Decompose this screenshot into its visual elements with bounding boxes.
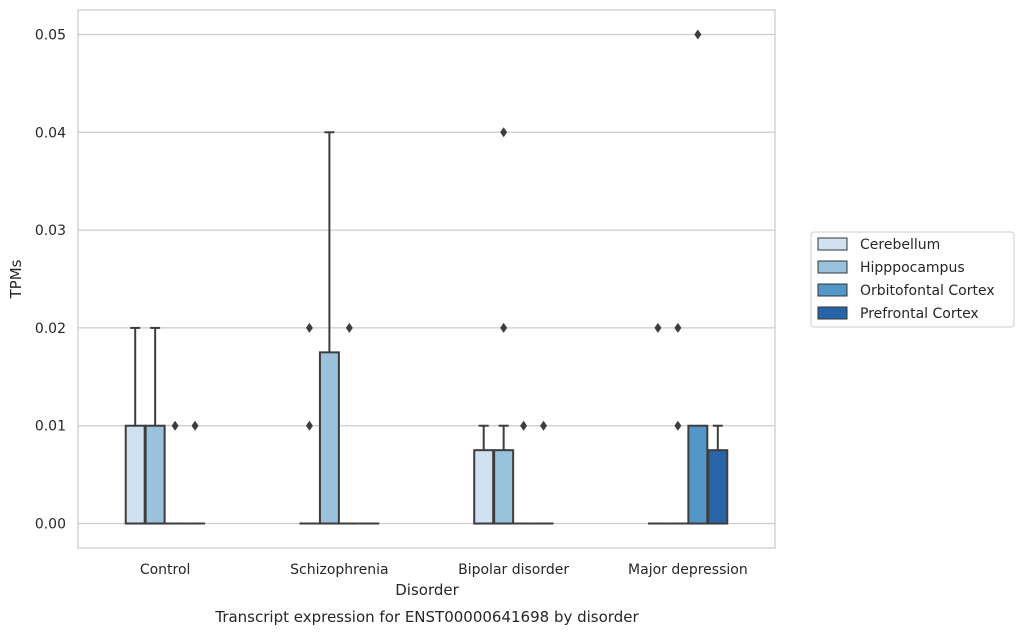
outlier-point (171, 420, 179, 431)
outlier-point (674, 322, 682, 333)
box (707, 449, 729, 525)
outlier-point (191, 420, 199, 431)
box-group (667, 322, 688, 525)
outlier-point (520, 420, 528, 431)
box-group (124, 326, 146, 525)
box-group (318, 131, 340, 525)
legend-swatch (817, 260, 848, 274)
y-tick-label: 0.00 (35, 517, 66, 533)
box-group (707, 424, 729, 525)
outlier-point (305, 322, 313, 333)
box-group (687, 29, 709, 525)
box (144, 424, 166, 525)
box-group (299, 322, 320, 525)
chart-title: Transcript expression for ENST0000064169… (214, 608, 639, 626)
x-axis-title: Disorder (395, 581, 459, 599)
box-group (144, 326, 166, 525)
outlier-point (674, 420, 682, 431)
outlier-point (694, 29, 702, 40)
outlier-point (305, 420, 313, 431)
legend: Cerebellum Hipppocampus Orbitofontal Corte… (810, 231, 1015, 328)
x-axis-ticks: Control Schizophrenia Bipolar disorder Majo… (140, 562, 748, 578)
legend-label: Hipppocampus (860, 260, 965, 276)
box-group (513, 420, 534, 525)
x-tick-label: Schizophrenia (290, 562, 388, 578)
box-group (185, 420, 206, 525)
legend-swatch (817, 237, 848, 251)
y-tick-label: 0.04 (35, 125, 66, 141)
box (473, 449, 495, 525)
box-group (533, 420, 554, 525)
box (318, 351, 340, 525)
box-group (165, 420, 186, 525)
box-group (493, 127, 515, 525)
legend-swatch (817, 283, 848, 297)
legend-label: Orbitofontal Cortex (860, 283, 995, 299)
y-tick-label: 0.02 (35, 321, 66, 337)
box-group (647, 322, 668, 525)
x-tick-label: Major depression (628, 562, 748, 578)
plot-frame (77, 9, 776, 549)
outlier-point (345, 322, 353, 333)
legend-label: Prefrontal Cortex (860, 306, 979, 322)
legend-items: Cerebellum Hipppocampus Orbitofontal Corte… (817, 237, 995, 322)
grid-lines (78, 33, 775, 525)
y-axis-title: TPMs (7, 259, 25, 299)
outlier-point (500, 127, 508, 138)
box (124, 424, 146, 525)
legend-frame (810, 231, 1015, 328)
box-plot-area (124, 29, 729, 525)
x-tick-label: Control (140, 562, 191, 578)
y-axis-ticks: 0.00 0.01 0.02 0.03 0.04 0.05 (35, 27, 66, 532)
box-group (339, 322, 360, 525)
outlier-point (540, 420, 548, 431)
legend-swatch (817, 306, 848, 320)
box (493, 449, 515, 525)
y-tick-label: 0.01 (35, 419, 66, 435)
x-tick-label: Bipolar disorder (458, 562, 569, 578)
box (687, 424, 709, 525)
outlier-point (500, 322, 508, 333)
outlier-point (654, 322, 662, 333)
box-group (473, 424, 495, 525)
y-tick-label: 0.03 (35, 223, 66, 239)
legend-label: Cerebellum (860, 237, 940, 253)
y-tick-label: 0.05 (35, 27, 66, 43)
